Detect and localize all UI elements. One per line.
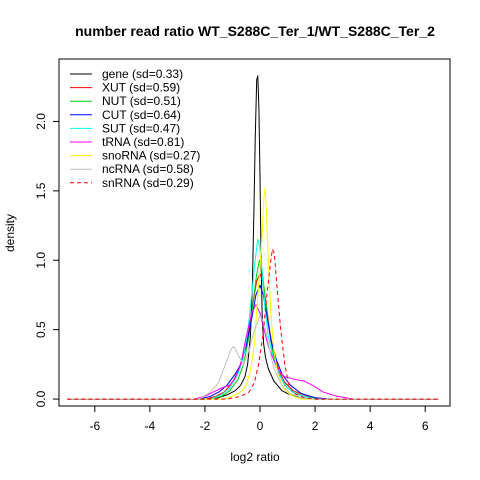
x-tick-label: -2 — [200, 419, 211, 433]
legend-label: CUT (sd=0.64) — [102, 108, 181, 122]
y-tick-label: 1.5 — [34, 182, 48, 199]
y-axis-label: density — [3, 214, 17, 252]
legend-label: NUT (sd=0.51) — [102, 94, 181, 108]
series-line-7 — [67, 315, 439, 400]
legend: gene (sd=0.33)XUT (sd=0.59)NUT (sd=0.51)… — [70, 67, 200, 190]
y-tick-label: 0.5 — [34, 321, 48, 338]
x-axis: -6 -4 -2 0 2 4 6 — [89, 406, 429, 433]
x-tick-label: 0 — [257, 419, 264, 433]
legend-label: gene (sd=0.33) — [102, 67, 183, 81]
series-line-1 — [67, 273, 439, 400]
x-tick-label: -4 — [145, 419, 156, 433]
series-line-4 — [67, 238, 439, 400]
y-tick-label: 2.0 — [34, 113, 48, 130]
series-line-6 — [67, 187, 439, 400]
series-layer — [67, 75, 439, 400]
legend-label: SUT (sd=0.47) — [102, 121, 180, 135]
chart-title: number read ratio WT_S288C_Ter_1/WT_S288… — [75, 23, 435, 39]
legend-label: ncRNA (sd=0.58) — [102, 162, 194, 176]
y-tick-label: 0.0 — [34, 390, 48, 407]
plot-frame — [58, 58, 451, 407]
legend-label: snRNA (sd=0.29) — [102, 176, 194, 190]
x-axis-label: log2 ratio — [230, 450, 280, 464]
series-line-0 — [67, 75, 439, 400]
series-line-8 — [67, 248, 439, 400]
legend-label: XUT (sd=0.59) — [102, 81, 180, 95]
x-tick-label: 2 — [312, 419, 319, 433]
x-tick-label: 6 — [422, 419, 429, 433]
series-line-5 — [67, 304, 439, 400]
y-tick-label: 1.0 — [34, 252, 48, 269]
legend-label: tRNA (sd=0.81) — [102, 135, 184, 149]
y-axis: 0.0 0.5 1.0 1.5 2.0 — [34, 113, 59, 407]
legend-label: snoRNA (sd=0.27) — [102, 149, 200, 163]
x-tick-label: 4 — [367, 419, 374, 433]
x-tick-label: -6 — [89, 419, 100, 433]
series-line-3 — [67, 284, 439, 400]
